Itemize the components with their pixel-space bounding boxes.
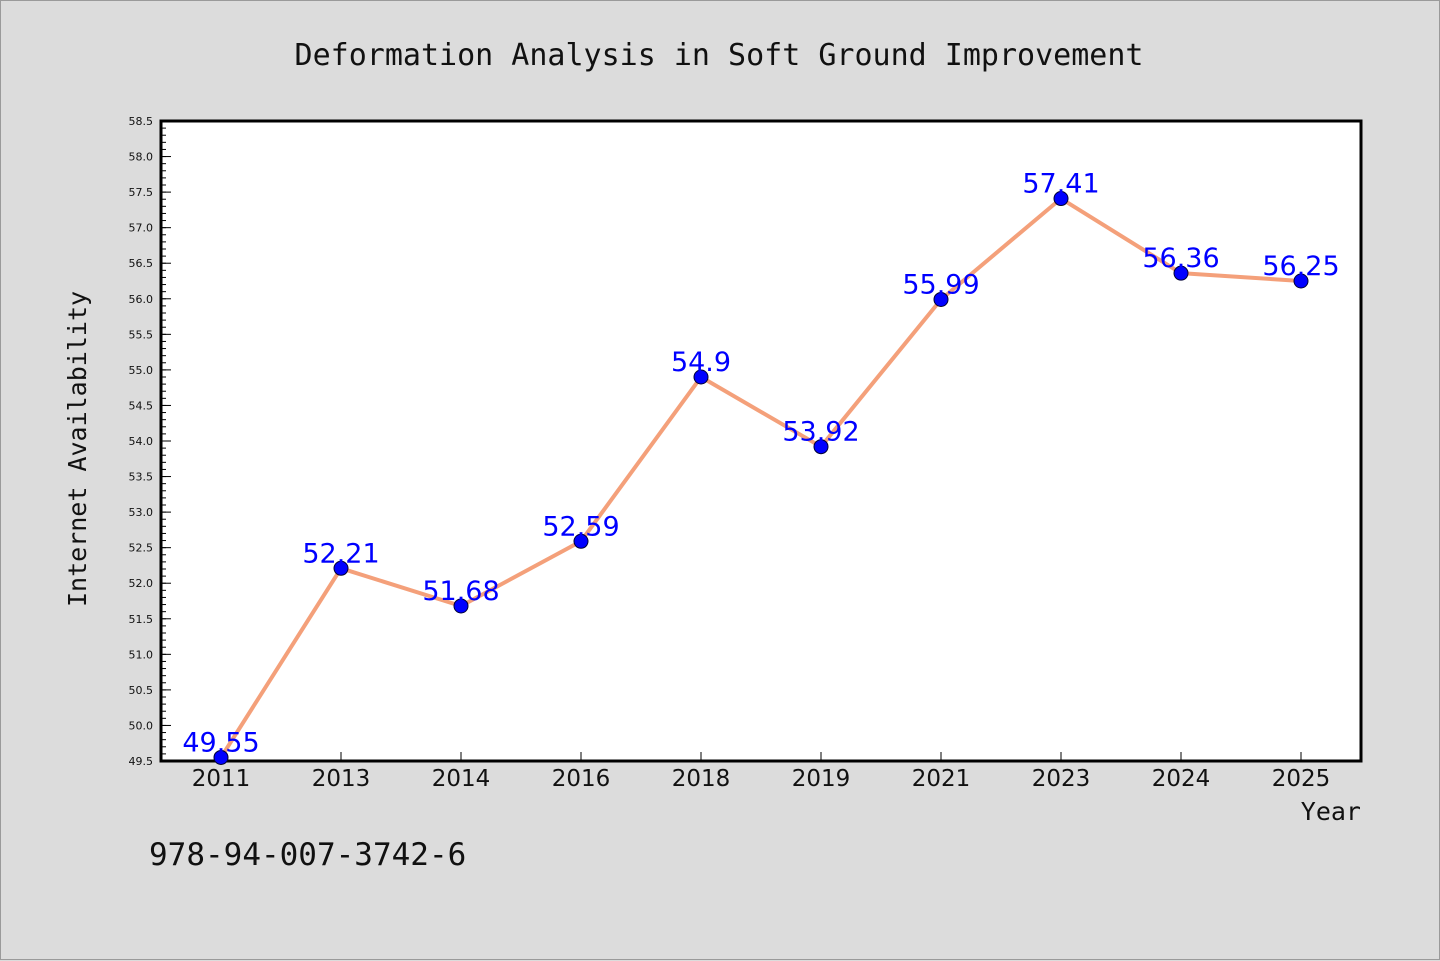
data-label: 56.25 — [1262, 251, 1339, 282]
chart-title: Deformation Analysis in Soft Ground Impr… — [295, 38, 1144, 73]
data-point — [1053, 191, 1069, 207]
y-tick-label: 54.0 — [129, 435, 154, 448]
data-labels: 49.55 52.21 51.68 52.59 54.9 53.92 55.99 57.41 5… — [182, 169, 1339, 759]
y-tick-label: 54.5 — [129, 399, 154, 412]
x-tick-label: 2021 — [912, 766, 971, 792]
x-tick-label: 2024 — [1152, 766, 1211, 792]
data-label: 56.36 — [1142, 243, 1219, 274]
series-line-group — [219, 196, 1303, 760]
y-tick-label: 58.0 — [129, 151, 154, 164]
y-tick-label: 57.5 — [129, 186, 154, 199]
plot-area — [159, 119, 1363, 763]
data-point — [693, 369, 709, 385]
x-tick-label: 2025 — [1272, 766, 1331, 792]
y-tick-label: 50.5 — [129, 684, 154, 697]
y-tick-label: 55.0 — [129, 364, 154, 377]
y-axis-label: Internet Availability — [63, 291, 92, 607]
series-line — [219, 196, 1303, 760]
data-point — [333, 560, 349, 576]
data-markers — [213, 191, 1309, 765]
x-axis-label: Year — [1301, 797, 1361, 826]
y-tick-label: 53.0 — [129, 506, 154, 519]
y-tick-label: 50.0 — [129, 719, 154, 732]
data-label: 53.92 — [782, 417, 859, 448]
data-point — [933, 291, 949, 307]
y-tick-label: 52.5 — [129, 542, 154, 555]
y-tick-label: 55.5 — [129, 328, 154, 341]
data-point — [1293, 273, 1309, 289]
data-point — [1173, 265, 1189, 281]
y-tick-label: 52.0 — [129, 577, 154, 590]
y-tick-label: 57.0 — [129, 222, 154, 235]
x-axis-ticks: 2011 2013 2014 2016 2018 2019 2021 2023 2024 2025 — [192, 752, 1331, 792]
y-tick-label: 58.5 — [129, 115, 154, 128]
x-tick-label: 2023 — [1032, 766, 1091, 792]
data-point — [813, 439, 829, 455]
data-label: 54.9 — [671, 347, 731, 378]
y-tick-label: 53.5 — [129, 471, 154, 484]
x-tick-label: 2016 — [552, 766, 611, 792]
x-tick-label: 2013 — [312, 766, 371, 792]
y-tick-label: 51.5 — [129, 613, 154, 626]
y-tick-label: 56.0 — [129, 293, 154, 306]
data-point — [453, 598, 469, 614]
data-label: 57.41 — [1022, 169, 1099, 200]
data-label: 55.99 — [902, 269, 979, 300]
isbn-code: 978-94-007-3742-6 — [149, 837, 466, 873]
data-point — [213, 749, 229, 765]
x-tick-label: 2019 — [792, 766, 851, 792]
data-label: 51.68 — [422, 576, 499, 607]
y-tick-label: 49.5 — [129, 755, 154, 768]
y-axis-ticks: 49.5 50.0 50.5 51.0 51.5 52.0 52.5 53.0 53.5 54.0… — [129, 115, 171, 768]
x-tick-label: 2018 — [672, 766, 731, 792]
x-tick-label: 2011 — [192, 766, 251, 792]
y-tick-label: 56.5 — [129, 257, 154, 270]
x-tick-label: 2014 — [432, 766, 491, 792]
data-label: 52.21 — [302, 538, 379, 569]
data-point — [573, 533, 589, 549]
y-tick-label: 51.0 — [129, 648, 154, 661]
data-label: 49.55 — [182, 727, 259, 758]
data-label: 52.59 — [542, 511, 619, 542]
